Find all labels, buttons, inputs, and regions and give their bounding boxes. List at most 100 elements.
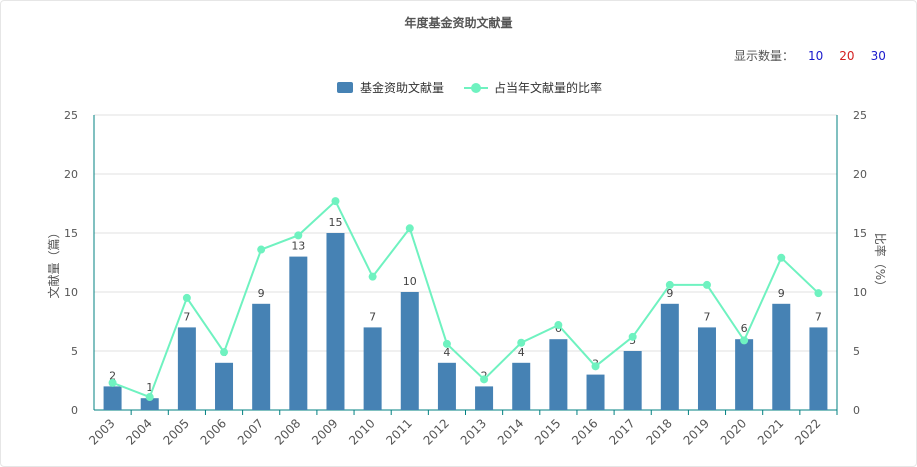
y2-tick-label: 0 (853, 404, 860, 417)
y2-tick-label: 10 (853, 286, 867, 299)
bar (623, 351, 642, 410)
y-tick-label: 15 (64, 227, 78, 240)
ratio-point (554, 321, 563, 330)
x-tick-label: 2006 (198, 416, 229, 447)
bar (475, 386, 494, 410)
ratio-point (442, 339, 451, 348)
x-tick-label: 2017 (606, 416, 637, 447)
ratio-point (740, 336, 749, 345)
ratio-point (405, 224, 414, 233)
display-count-option-10[interactable]: 10 (808, 48, 824, 63)
x-tick-label: 2021 (755, 416, 786, 447)
y2-tick-label: 20 (853, 168, 867, 181)
legend-bar-swatch (337, 82, 353, 93)
bar (326, 233, 345, 410)
ratio-point (480, 375, 489, 384)
y2-tick-label: 25 (853, 109, 867, 122)
y-axis-title: 文献量（篇） (46, 226, 61, 298)
legend-bar-label: 基金资助文献量 (360, 81, 445, 95)
bar (140, 398, 159, 410)
ratio-point (517, 338, 526, 347)
bar (697, 327, 716, 410)
ratio-point (591, 362, 600, 371)
x-tick-label: 2008 (272, 416, 303, 447)
bar-value-label: 9 (258, 287, 265, 300)
bar-value-label: 9 (666, 287, 673, 300)
x-tick-label: 2013 (458, 416, 489, 447)
y-tick-label: 25 (64, 109, 78, 122)
display-count-option-30[interactable]: 30 (870, 48, 886, 63)
ratio-point (628, 332, 637, 341)
bar (215, 362, 234, 410)
x-tick-label: 2010 (346, 416, 377, 447)
ratio-point (108, 378, 117, 387)
x-tick-label: 2009 (309, 416, 340, 447)
bar (437, 362, 456, 410)
ratio-point (257, 245, 266, 254)
x-tick-label: 2016 (569, 416, 600, 447)
bar-value-label: 6 (741, 322, 748, 335)
legend-item-line-series[interactable]: 占当年文献量的比率 (464, 79, 602, 96)
x-tick-label: 2015 (532, 416, 563, 447)
display-count-label: 显示数量： (734, 49, 795, 63)
legend-line-swatch (464, 82, 489, 93)
bar (660, 303, 679, 410)
ratio-point (814, 289, 823, 298)
x-tick-label: 2014 (495, 416, 526, 447)
y-tick-label: 10 (64, 286, 78, 299)
bar-value-label: 7 (369, 310, 376, 323)
chart-title: 年度基金资助文献量 (404, 16, 513, 30)
bar (735, 339, 754, 410)
bar (400, 292, 419, 410)
display-count-option-20[interactable]: 20 (839, 48, 855, 63)
bar (177, 327, 196, 410)
display-count-selector: 显示数量： 10 20 30 (734, 47, 886, 64)
x-tick-label: 2003 (86, 416, 117, 447)
y-tick-label: 20 (64, 168, 78, 181)
bar-value-label: 7 (703, 310, 710, 323)
bar-value-label: 7 (815, 310, 822, 323)
y-tick-label: 5 (71, 345, 78, 358)
bar (809, 327, 828, 410)
bar (103, 386, 122, 410)
bar-value-label: 15 (328, 216, 342, 229)
bar-value-label: 4 (518, 346, 525, 359)
bar (363, 327, 382, 410)
x-tick-label: 2011 (383, 416, 414, 447)
ratio-line (112, 199, 820, 399)
ratio-point (331, 197, 340, 206)
ratio-point (777, 253, 786, 262)
chart-legend: 基金资助文献量 占当年文献量的比率 (337, 79, 622, 96)
bar (512, 362, 531, 410)
ratio-point (145, 393, 154, 402)
bar-value-label: 2 (109, 369, 116, 382)
x-tick-label: 2019 (681, 416, 712, 447)
x-tick-label: 2005 (160, 416, 191, 447)
ratio-point (182, 293, 191, 302)
bar-value-label: 1 (146, 381, 153, 394)
x-tick-label: 2018 (643, 416, 674, 447)
ratio-point (368, 272, 377, 281)
y2-tick-label: 5 (853, 345, 860, 358)
bar (252, 303, 271, 410)
legend-item-bar-series[interactable]: 基金资助文献量 (337, 79, 444, 96)
x-tick-label: 2022 (792, 416, 823, 447)
x-tick-label: 2020 (718, 416, 749, 447)
bar (586, 374, 605, 410)
legend-line-label: 占当年文献量的比率 (494, 81, 603, 95)
bar-value-label: 9 (778, 287, 785, 300)
bar-value-label: 7 (183, 310, 190, 323)
ratio-point (220, 348, 229, 357)
bar (289, 256, 308, 410)
y2-axis-title: 比率（%） (873, 233, 888, 292)
y2-tick-label: 15 (853, 227, 867, 240)
bar (772, 303, 791, 410)
bar-value-label: 13 (291, 240, 305, 253)
bar-value-label: 4 (443, 346, 450, 359)
y-tick-label: 0 (71, 404, 78, 417)
bar (549, 339, 568, 410)
x-tick-label: 2004 (123, 416, 154, 447)
ratio-point (294, 231, 303, 240)
bar-value-label: 10 (403, 275, 417, 288)
